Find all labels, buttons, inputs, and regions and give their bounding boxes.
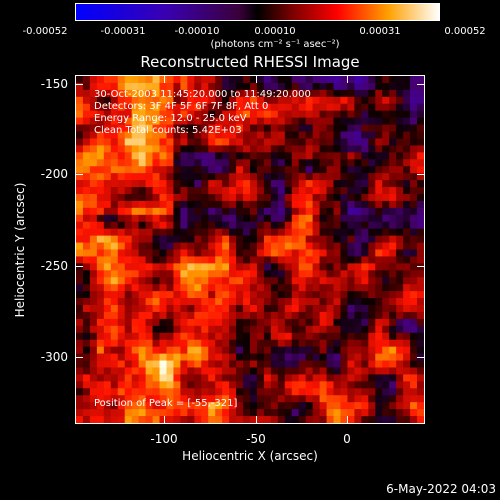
- y-tick-mark: [417, 174, 425, 175]
- image-plot: 30-Oct-2003 11:45:20.000 to 11:49:20.000…: [75, 75, 425, 424]
- colorbar-tick: 0.00052: [444, 26, 486, 37]
- colorbar-tick: -0.00010: [174, 26, 220, 37]
- y-tick-label: -300: [40, 350, 68, 364]
- x-tick-label: -50: [246, 432, 266, 446]
- x-tick-label: -100: [150, 432, 178, 446]
- colorbar-tick: -0.00052: [22, 26, 68, 37]
- x-axis-label: Heliocentric X (arcsec): [182, 449, 318, 463]
- plot-title: Reconstructed RHESSI Image: [140, 53, 360, 71]
- x-tick-mark: [347, 75, 348, 83]
- y-tick-mark: [75, 84, 83, 85]
- annotation-detectors: Detectors: 3F 4F 5F 6F 7F 8F, Att 0: [94, 101, 269, 112]
- y-tick-mark: [75, 266, 83, 267]
- x-tick-label: 0: [343, 432, 351, 446]
- y-tick-mark: [75, 357, 83, 358]
- plot-timestamp: 6-May-2022 04:03: [386, 482, 496, 496]
- y-tick-label: -250: [40, 259, 68, 273]
- y-tick-mark: [417, 357, 425, 358]
- y-axis-label: Heliocentric Y (arcsec): [13, 182, 27, 318]
- annotation-clean-counts: Clean Total counts: 5.42E+03: [94, 125, 242, 136]
- rhessi-image: [76, 76, 424, 423]
- colorbar-tick: -0.00031: [100, 26, 146, 37]
- x-tick-mark: [347, 416, 348, 424]
- x-tick-mark: [164, 416, 165, 424]
- annotation-energy-range: Energy Range: 12.0 - 25.0 keV: [94, 113, 247, 124]
- x-tick-mark: [164, 75, 165, 83]
- colorbar: [75, 3, 440, 21]
- x-tick-mark: [256, 416, 257, 424]
- y-tick-mark: [75, 174, 83, 175]
- y-tick-label: -150: [40, 77, 68, 91]
- colorbar-tick: 0.00031: [359, 26, 401, 37]
- y-tick-mark: [417, 84, 425, 85]
- colorbar-tick: 0.00010: [254, 26, 296, 37]
- y-tick-mark: [417, 266, 425, 267]
- annotation-time-range: 30-Oct-2003 11:45:20.000 to 11:49:20.000: [94, 89, 311, 100]
- colorbar-units: (photons cm⁻² s⁻¹ asec⁻²): [210, 39, 340, 50]
- annotation-peak-position: Position of Peak = [-55,-321]: [94, 398, 238, 409]
- y-tick-label: -200: [40, 167, 68, 181]
- x-tick-mark: [256, 75, 257, 83]
